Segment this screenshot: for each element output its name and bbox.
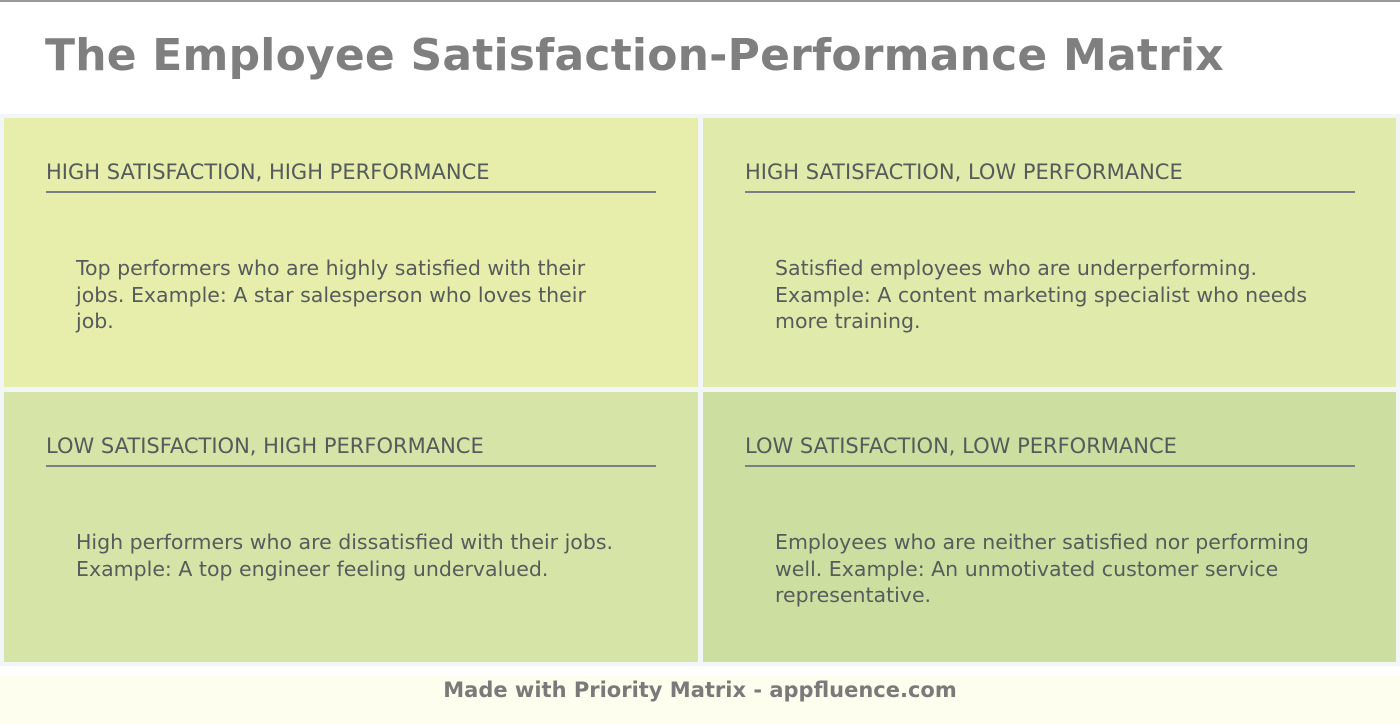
footer: Made with Priority Matrix - appfluence.c…	[0, 676, 1400, 724]
matrix-grid: HIGH SATISFACTION, HIGH PERFORMANCE Top …	[0, 114, 1400, 666]
quadrant-heading: HIGH SATISFACTION, LOW PERFORMANCE	[745, 160, 1355, 193]
quadrant-description: High performers who are dissatisfied wit…	[76, 530, 614, 581]
quadrant-high-satisfaction-low-performance: HIGH SATISFACTION, LOW PERFORMANCE Satis…	[703, 118, 1396, 387]
page-title: The Employee Satisfaction-Performance Ma…	[45, 30, 1224, 81]
quadrant-heading: LOW SATISFACTION, LOW PERFORMANCE	[745, 434, 1355, 467]
quadrant-low-satisfaction-low-performance: LOW SATISFACTION, LOW PERFORMANCE Employ…	[703, 392, 1396, 662]
quadrant-high-satisfaction-high-performance: HIGH SATISFACTION, HIGH PERFORMANCE Top …	[4, 118, 698, 387]
quadrant-heading: HIGH SATISFACTION, HIGH PERFORMANCE	[46, 160, 656, 193]
quadrant-description: Top performers who are highly satisfied …	[76, 256, 586, 333]
quadrant-description: Employees who are neither satisfied nor …	[775, 530, 1309, 607]
quadrant-heading: LOW SATISFACTION, HIGH PERFORMANCE	[46, 434, 656, 467]
quadrant-low-satisfaction-high-performance: LOW SATISFACTION, HIGH PERFORMANCE High …	[4, 392, 698, 662]
quadrant-description: Satisfied employees who are underperform…	[775, 256, 1308, 333]
top-border	[0, 0, 1400, 2]
footer-credit: Made with Priority Matrix - appfluence.c…	[443, 678, 957, 702]
